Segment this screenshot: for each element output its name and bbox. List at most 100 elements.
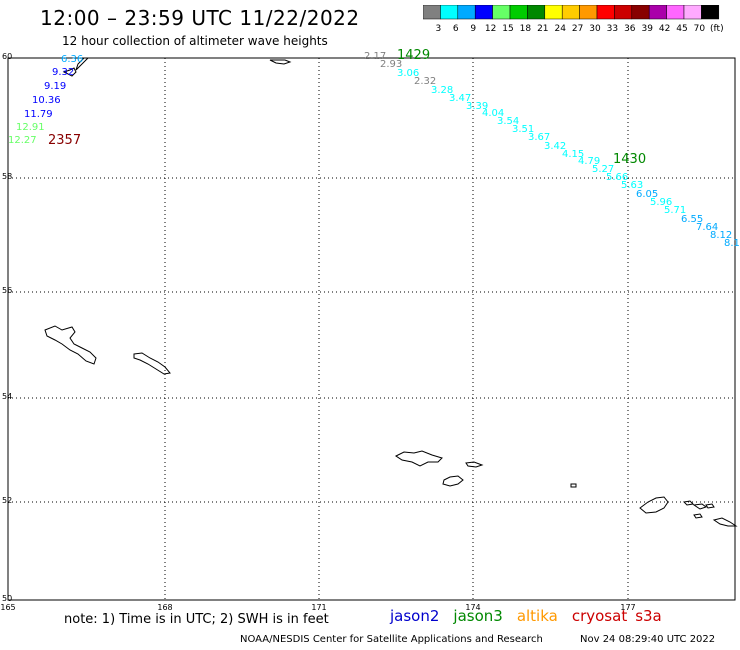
coastline [465,461,484,468]
colorbar-label: 70 [694,24,706,34]
wave-height-label: 3.06 [397,68,419,79]
wave-height-label: 9.32 [52,67,74,78]
coastline [75,57,90,71]
footer-note: note: 1) Time is in UTC; 2) SWH is in fe… [64,612,329,627]
wave-height-label: 3.28 [431,85,453,96]
coastline [62,67,77,77]
wave-height-label: 11.79 [24,109,53,120]
map-title: 12:00 – 23:59 UTC 11/22/2022 [40,6,360,30]
colorbar-swatch [631,5,650,20]
wave-height-label: 12.27 [8,135,37,146]
footer-credit: NOAA/NESDIS Center for Satellite Applica… [240,634,543,645]
colorbar-label: 27 [572,24,583,34]
colorbar-swatch [527,5,546,20]
coastline [693,513,703,519]
lat-tick-label: 58 [2,172,12,181]
wave-height-label: 5.66 [606,172,628,183]
colorbar-label: (ft) [710,24,724,34]
colorbar-swatch [561,5,580,20]
colorbar-label: 12 [485,24,496,34]
wave-height-label: 5.63 [621,180,643,191]
colorbar-label: 42 [659,24,670,34]
colorbar-swatch [579,5,598,20]
colorbar-label: 21 [537,24,548,34]
wave-height-label: 2.32 [414,76,436,87]
lat-tick-label: 56 [2,286,12,295]
colorbar-label: 15 [502,24,513,34]
colorbar-swatch [440,5,459,20]
wave-height-label: 8.12 [710,230,732,241]
wave-height-label: 6.55 [681,214,703,225]
wave-height-label: 9.19 [44,81,66,92]
colorbar-swatch [457,5,476,20]
lat-tick-label: 54 [2,392,12,401]
colorbar-label: 3 [436,24,442,34]
coastline [682,500,695,506]
coastline [44,325,97,365]
track-time-label: 2357 [48,133,81,148]
colorbar-label: 18 [520,24,532,34]
coastline [570,483,577,488]
lat-tick-label: 52 [2,496,12,505]
map-frame [7,57,736,601]
wave-height-label: 6.36 [61,54,83,65]
wave-height-label: 2.17 [364,51,386,62]
wave-height-label: 7.64 [696,222,718,233]
colorbar-label: 36 [624,24,636,34]
satellite-legend-cryosat: cryosat [571,607,628,625]
colorbar-swatch [701,5,720,20]
wave-height-label: 3.39 [466,101,488,112]
satellite-legend: jason2 jason3 altika cryosat s3a [390,607,676,625]
colorbar-label: 9 [470,24,476,34]
colorbar-swatch [683,5,702,20]
track-time-label: 1429 [397,48,430,63]
wave-height-label: 2.93 [380,59,402,70]
coastline [269,59,292,65]
lon-tick-label: 171 [311,603,326,612]
colorbar-swatch [474,5,493,20]
coastline [639,496,669,514]
track-time-label: 1430 [613,152,646,167]
wave-height-label: 3.67 [528,132,550,143]
wave-height-label: 3.42 [544,141,566,152]
colorbar-swatch [544,5,563,20]
wave-height-colorbar: 3 6 9 12 15 18 21 24 27 30 33 36 39 42 45 70 (ft) [423,5,724,34]
colorbar-label: 6 [453,24,459,34]
coastline [712,517,738,527]
colorbar-label: 30 [589,24,601,34]
colorbar-swatch [492,5,511,20]
coastline [442,475,464,487]
wave-height-label: 3.54 [497,116,519,127]
lat-tick-label: 50 [2,594,12,603]
wave-height-label: 3.51 [512,124,534,135]
coastline [395,450,443,467]
colorbar-label: 45 [676,24,687,34]
colorbar-swatch [648,5,667,20]
wave-height-label: 10.36 [32,95,61,106]
colorbar-swatch [596,5,615,20]
wave-height-label: 3.47 [449,93,471,104]
colorbar-swatch [614,5,633,20]
satellite-legend-jason2: jason2 [390,607,440,625]
coastline [692,503,708,510]
coastline [705,503,715,509]
satellite-legend-altika: altika [516,607,558,625]
wave-height-label: 12.91 [16,122,45,133]
colorbar-label: 39 [641,24,653,34]
lat-tick-label: 60 [2,52,12,61]
colorbar-swatch [509,5,528,20]
wave-height-label: 5.71 [664,205,686,216]
wave-height-label: 4.15 [562,149,584,160]
wave-height-label: 6.05 [636,189,658,200]
wave-height-label: 5.96 [650,197,672,208]
satellite-legend-s3a: s3a [635,607,662,625]
wave-height-label: 5.27 [592,164,614,175]
coastline [133,352,171,375]
colorbar-label: 24 [554,24,566,34]
lon-tick-label: 168 [157,603,172,612]
wave-height-label: 4.04 [482,108,504,119]
map-subtitle: 12 hour collection of altimeter wave hei… [62,34,328,48]
wave-height-label: 8.1 [724,238,740,249]
wave-height-label: 4.79 [578,156,600,167]
